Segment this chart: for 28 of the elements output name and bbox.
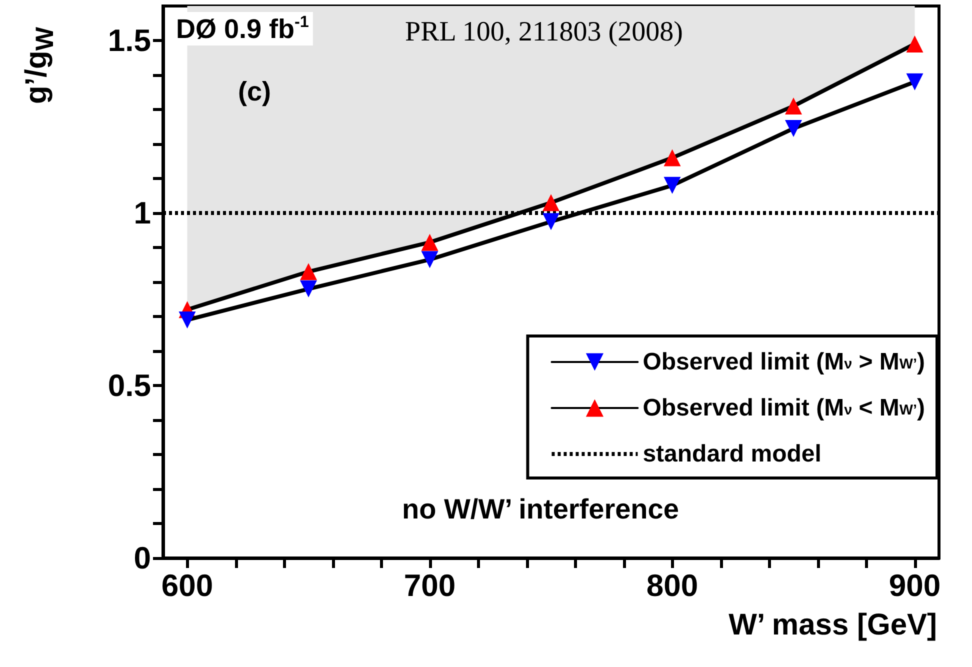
x-tick-label: 700 [404, 568, 456, 603]
point [785, 120, 802, 137]
annotation: PRL 100, 211803 (2008) [405, 16, 683, 48]
legend-label: standard model [642, 440, 822, 468]
annotation: no W/W’ interference [402, 494, 679, 524]
point [785, 98, 802, 115]
y-tick-label: 0 [134, 540, 151, 576]
point [906, 73, 924, 90]
annotation: (c) [238, 76, 271, 106]
point [542, 213, 560, 230]
x-tick-label: 600 [161, 568, 214, 603]
legend-label: Observed limit (Mν > MW’) [642, 348, 926, 376]
point [664, 149, 681, 166]
point [300, 263, 317, 280]
point [906, 35, 924, 52]
x-tick-label: 800 [646, 568, 698, 603]
x-axis-title: W’ mass [GeV] [728, 608, 937, 642]
y-tick-label: 1.5 [108, 23, 151, 58]
point [300, 280, 317, 298]
point [421, 234, 438, 251]
legend-label: Observed limit (Mν < MW’) [642, 394, 926, 422]
y-tick-label: 1 [134, 196, 151, 230]
point [542, 194, 560, 212]
point [178, 311, 196, 328]
x-tick-label: 900 [888, 568, 941, 603]
point [664, 176, 681, 194]
y-tick-label: 0.5 [108, 368, 151, 403]
point [421, 251, 438, 268]
